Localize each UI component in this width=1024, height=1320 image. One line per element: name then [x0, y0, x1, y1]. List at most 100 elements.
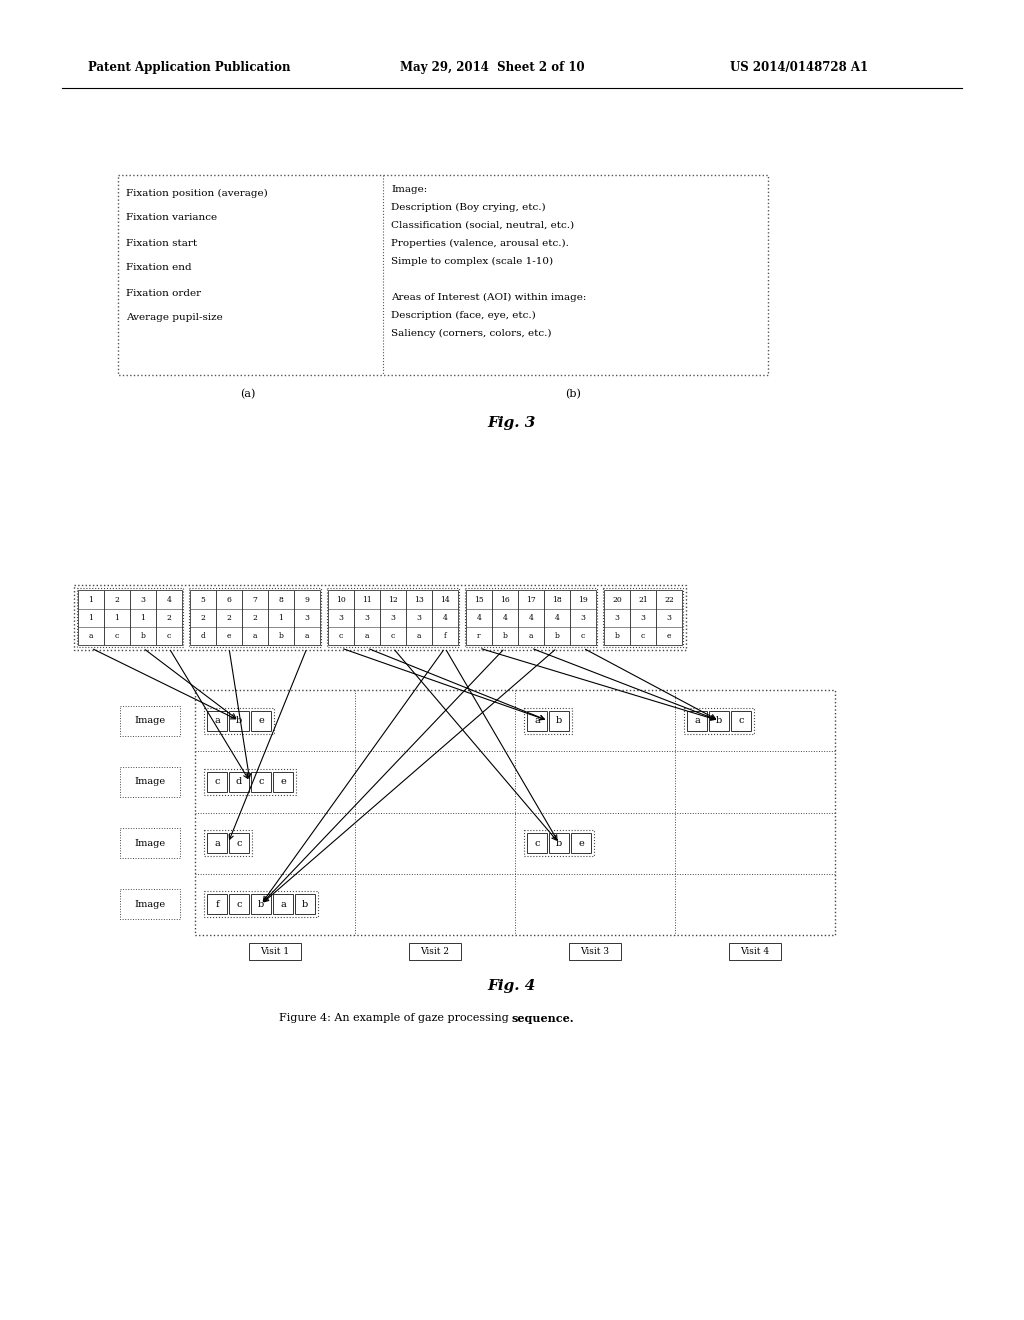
Text: Image: Image: [134, 777, 166, 787]
Text: 14: 14: [440, 597, 450, 605]
Text: 1: 1: [88, 597, 93, 605]
Bar: [204, 708, 274, 734]
Bar: [273, 895, 293, 915]
Text: 1: 1: [140, 614, 145, 622]
Text: b: b: [555, 632, 559, 640]
Bar: [518, 590, 544, 645]
Text: c: c: [115, 632, 119, 640]
Text: c: c: [258, 777, 264, 787]
Text: e: e: [226, 632, 231, 640]
Text: Properties (valence, arousal etc.).: Properties (valence, arousal etc.).: [391, 239, 569, 248]
Text: 4: 4: [555, 614, 559, 622]
Text: b: b: [716, 717, 722, 725]
Bar: [251, 895, 271, 915]
Bar: [380, 590, 406, 645]
Bar: [466, 590, 492, 645]
Text: 2: 2: [226, 614, 231, 622]
Text: a: a: [417, 632, 421, 640]
Text: c: c: [391, 632, 395, 640]
Text: 19: 19: [579, 597, 588, 605]
Bar: [729, 942, 781, 960]
Text: b: b: [279, 632, 284, 640]
Text: 4: 4: [503, 614, 508, 622]
Text: 4: 4: [528, 614, 534, 622]
Text: 15: 15: [474, 597, 484, 605]
Bar: [492, 590, 518, 645]
Bar: [630, 590, 656, 645]
Text: 4: 4: [442, 614, 447, 622]
Bar: [327, 587, 459, 647]
Bar: [328, 590, 354, 645]
Text: 2: 2: [167, 614, 171, 622]
Bar: [354, 590, 380, 645]
Text: d: d: [201, 632, 206, 640]
Bar: [229, 710, 249, 731]
Text: c: c: [237, 838, 242, 847]
Text: Fixation end: Fixation end: [126, 264, 191, 272]
Bar: [571, 833, 591, 853]
Text: a: a: [281, 900, 286, 909]
Text: 10: 10: [336, 597, 346, 605]
Bar: [216, 590, 242, 645]
Text: a: a: [214, 717, 220, 725]
Text: r: r: [477, 632, 480, 640]
Text: b: b: [236, 717, 242, 725]
Text: e: e: [667, 632, 672, 640]
Text: 22: 22: [665, 597, 674, 605]
Bar: [251, 772, 271, 792]
Bar: [465, 587, 597, 647]
Text: Patent Application Publication: Patent Application Publication: [88, 62, 291, 74]
Bar: [229, 772, 249, 792]
Text: a: a: [528, 632, 534, 640]
Bar: [604, 590, 630, 645]
Bar: [207, 710, 227, 731]
Text: 8: 8: [279, 597, 284, 605]
Text: US 2014/0148728 A1: US 2014/0148728 A1: [730, 62, 868, 74]
Bar: [549, 710, 569, 731]
Bar: [295, 895, 315, 915]
Text: c: c: [214, 777, 220, 787]
Bar: [204, 830, 252, 857]
Bar: [527, 710, 547, 731]
Text: e: e: [281, 777, 286, 787]
Text: Fixation position (average): Fixation position (average): [126, 189, 267, 198]
Bar: [294, 590, 319, 645]
Text: 2: 2: [201, 614, 206, 622]
Text: a: a: [253, 632, 257, 640]
Bar: [204, 891, 318, 917]
Text: Fixation variance: Fixation variance: [126, 214, 217, 223]
Bar: [687, 710, 707, 731]
Text: Image: Image: [134, 717, 166, 725]
Bar: [104, 590, 130, 645]
Bar: [273, 772, 293, 792]
Bar: [549, 833, 569, 853]
Text: 2: 2: [253, 614, 257, 622]
Text: 6: 6: [226, 597, 231, 605]
Text: Fig. 3: Fig. 3: [487, 416, 537, 430]
Text: Image: Image: [134, 900, 166, 909]
Text: b: b: [302, 900, 308, 909]
Text: b: b: [503, 632, 508, 640]
Text: Simple to complex (scale 1-10): Simple to complex (scale 1-10): [391, 256, 553, 265]
Text: 3: 3: [339, 614, 343, 622]
Text: 1: 1: [115, 614, 120, 622]
Text: 7: 7: [253, 597, 257, 605]
Text: a: a: [365, 632, 370, 640]
Text: Visit 4: Visit 4: [740, 946, 770, 956]
Text: 16: 16: [500, 597, 510, 605]
Bar: [731, 710, 751, 731]
Bar: [544, 590, 570, 645]
Text: Visit 3: Visit 3: [581, 946, 609, 956]
Bar: [570, 590, 596, 645]
Text: (b): (b): [565, 388, 581, 399]
Text: c: c: [641, 632, 645, 640]
Bar: [229, 895, 249, 915]
Text: b: b: [556, 838, 562, 847]
Text: 3: 3: [390, 614, 395, 622]
Text: a: a: [214, 838, 220, 847]
Bar: [189, 587, 321, 647]
Text: b: b: [140, 632, 145, 640]
Bar: [251, 710, 271, 731]
Text: Description (face, eye, etc.): Description (face, eye, etc.): [391, 310, 536, 319]
Text: f: f: [443, 632, 446, 640]
